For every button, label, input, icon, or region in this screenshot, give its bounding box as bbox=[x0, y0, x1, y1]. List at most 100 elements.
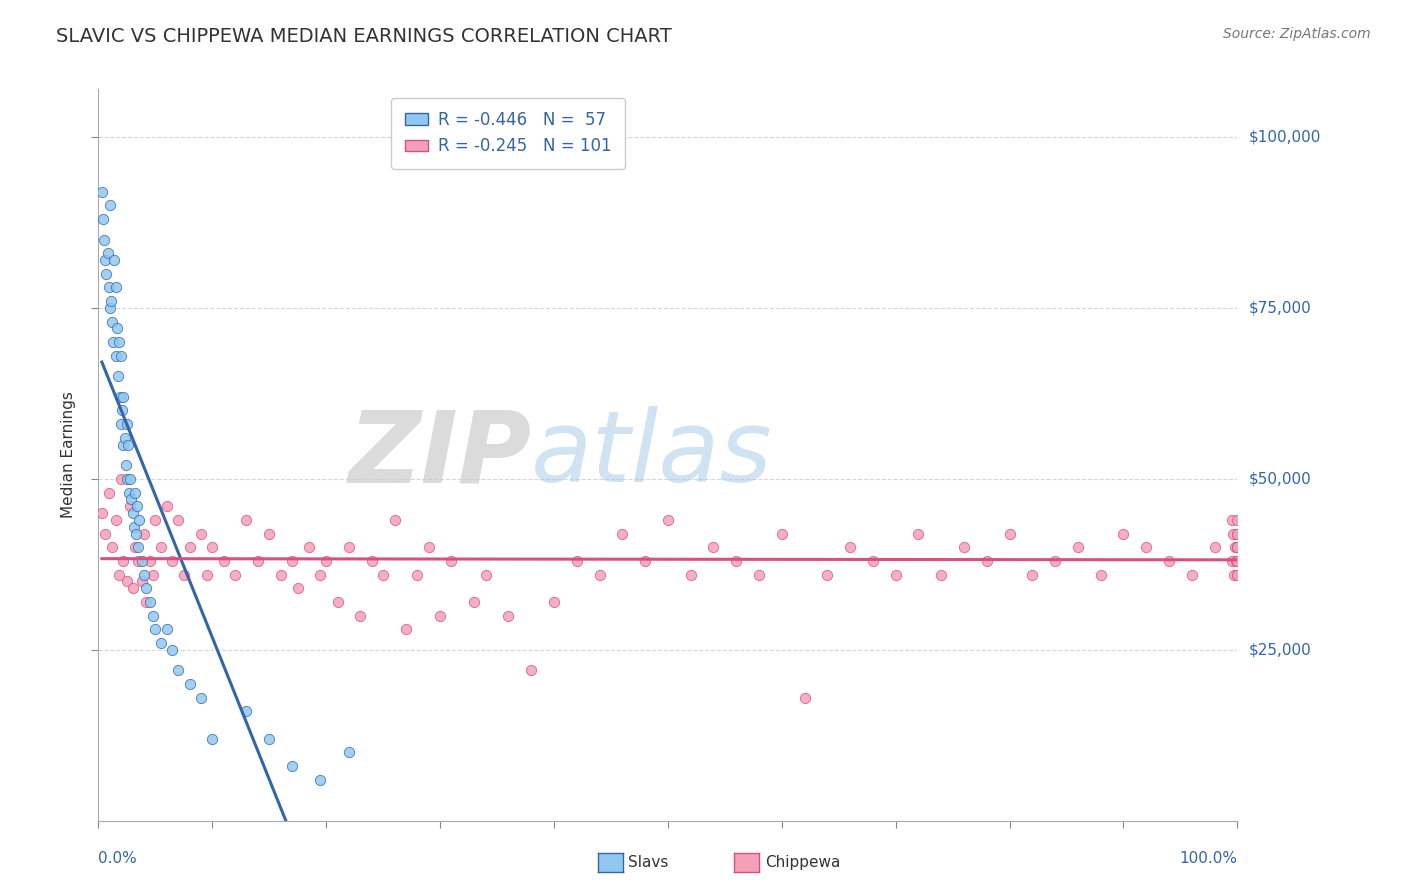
Point bbox=[167, 513, 190, 527]
Point bbox=[97, 280, 120, 294]
Point bbox=[1135, 540, 1157, 554]
Point bbox=[121, 506, 143, 520]
Text: 0.0%: 0.0% bbox=[98, 851, 138, 866]
Point bbox=[246, 554, 269, 568]
Point bbox=[839, 540, 862, 554]
Point bbox=[124, 485, 146, 500]
Point bbox=[287, 581, 309, 595]
Point bbox=[907, 526, 929, 541]
Point bbox=[117, 438, 139, 452]
Point bbox=[1226, 526, 1249, 541]
Point bbox=[1204, 540, 1226, 554]
Text: Source: ZipAtlas.com: Source: ZipAtlas.com bbox=[1223, 27, 1371, 41]
Point bbox=[98, 301, 121, 315]
Point bbox=[474, 567, 496, 582]
Point bbox=[127, 540, 149, 554]
Point bbox=[259, 526, 281, 541]
Point bbox=[235, 704, 257, 718]
Point bbox=[1043, 554, 1066, 568]
Point bbox=[108, 567, 131, 582]
Point bbox=[360, 554, 382, 568]
Point bbox=[122, 519, 145, 533]
Point bbox=[115, 472, 138, 486]
Y-axis label: Median Earnings: Median Earnings bbox=[60, 392, 76, 518]
Point bbox=[135, 595, 157, 609]
Point bbox=[498, 608, 520, 623]
Point bbox=[108, 390, 131, 404]
Point bbox=[543, 595, 565, 609]
Point bbox=[127, 499, 149, 513]
Point bbox=[120, 492, 142, 507]
Point bbox=[679, 567, 702, 582]
Point bbox=[337, 745, 360, 759]
Point bbox=[162, 554, 184, 568]
Point bbox=[195, 567, 218, 582]
Point bbox=[97, 485, 120, 500]
Point bbox=[793, 690, 815, 705]
Point bbox=[418, 540, 440, 554]
Point bbox=[440, 554, 463, 568]
Point bbox=[104, 349, 127, 363]
Text: $100,000: $100,000 bbox=[1249, 129, 1320, 145]
Point bbox=[748, 567, 770, 582]
Point bbox=[120, 472, 142, 486]
Point bbox=[315, 554, 337, 568]
Point bbox=[135, 581, 157, 595]
Point bbox=[1067, 540, 1090, 554]
Point bbox=[298, 540, 321, 554]
Point bbox=[90, 185, 112, 199]
Point bbox=[90, 506, 112, 520]
Point bbox=[884, 567, 907, 582]
Point bbox=[104, 280, 127, 294]
Point bbox=[1226, 526, 1249, 541]
Text: SLAVIC VS CHIPPEWA MEDIAN EARNINGS CORRELATION CHART: SLAVIC VS CHIPPEWA MEDIAN EARNINGS CORRE… bbox=[56, 27, 672, 45]
Point bbox=[1222, 526, 1244, 541]
Point bbox=[657, 513, 679, 527]
Point bbox=[1220, 554, 1243, 568]
Point bbox=[270, 567, 292, 582]
Point bbox=[94, 526, 117, 541]
Point bbox=[235, 513, 257, 527]
Point bbox=[1112, 526, 1135, 541]
Point bbox=[128, 513, 150, 527]
Point bbox=[520, 663, 543, 677]
Point bbox=[224, 567, 246, 582]
Point bbox=[110, 417, 132, 432]
Text: $25,000: $25,000 bbox=[1249, 642, 1312, 657]
Point bbox=[326, 595, 349, 609]
Point bbox=[1226, 513, 1249, 527]
Point bbox=[1223, 540, 1246, 554]
Point bbox=[107, 369, 129, 384]
Point bbox=[395, 622, 418, 636]
Point bbox=[1226, 540, 1249, 554]
Point bbox=[1226, 554, 1249, 568]
Point bbox=[1226, 540, 1249, 554]
Point bbox=[463, 595, 485, 609]
Point bbox=[976, 554, 998, 568]
Point bbox=[259, 731, 281, 746]
Point bbox=[131, 554, 153, 568]
Point bbox=[406, 567, 429, 582]
Point bbox=[429, 608, 451, 623]
Point bbox=[998, 526, 1021, 541]
Point bbox=[929, 567, 952, 582]
Point bbox=[190, 690, 212, 705]
Point bbox=[1225, 554, 1247, 568]
Point bbox=[167, 663, 190, 677]
Point bbox=[142, 608, 165, 623]
Point bbox=[110, 472, 132, 486]
Point bbox=[337, 540, 360, 554]
Point bbox=[190, 526, 212, 541]
Text: Slavs: Slavs bbox=[628, 855, 669, 870]
Point bbox=[114, 458, 136, 472]
Point bbox=[121, 581, 143, 595]
Text: Chippewa: Chippewa bbox=[765, 855, 841, 870]
Point bbox=[953, 540, 976, 554]
Point bbox=[179, 677, 201, 691]
Point bbox=[124, 540, 146, 554]
Point bbox=[179, 540, 201, 554]
Point bbox=[120, 499, 142, 513]
Point bbox=[212, 554, 235, 568]
Point bbox=[138, 595, 160, 609]
Point bbox=[612, 526, 634, 541]
